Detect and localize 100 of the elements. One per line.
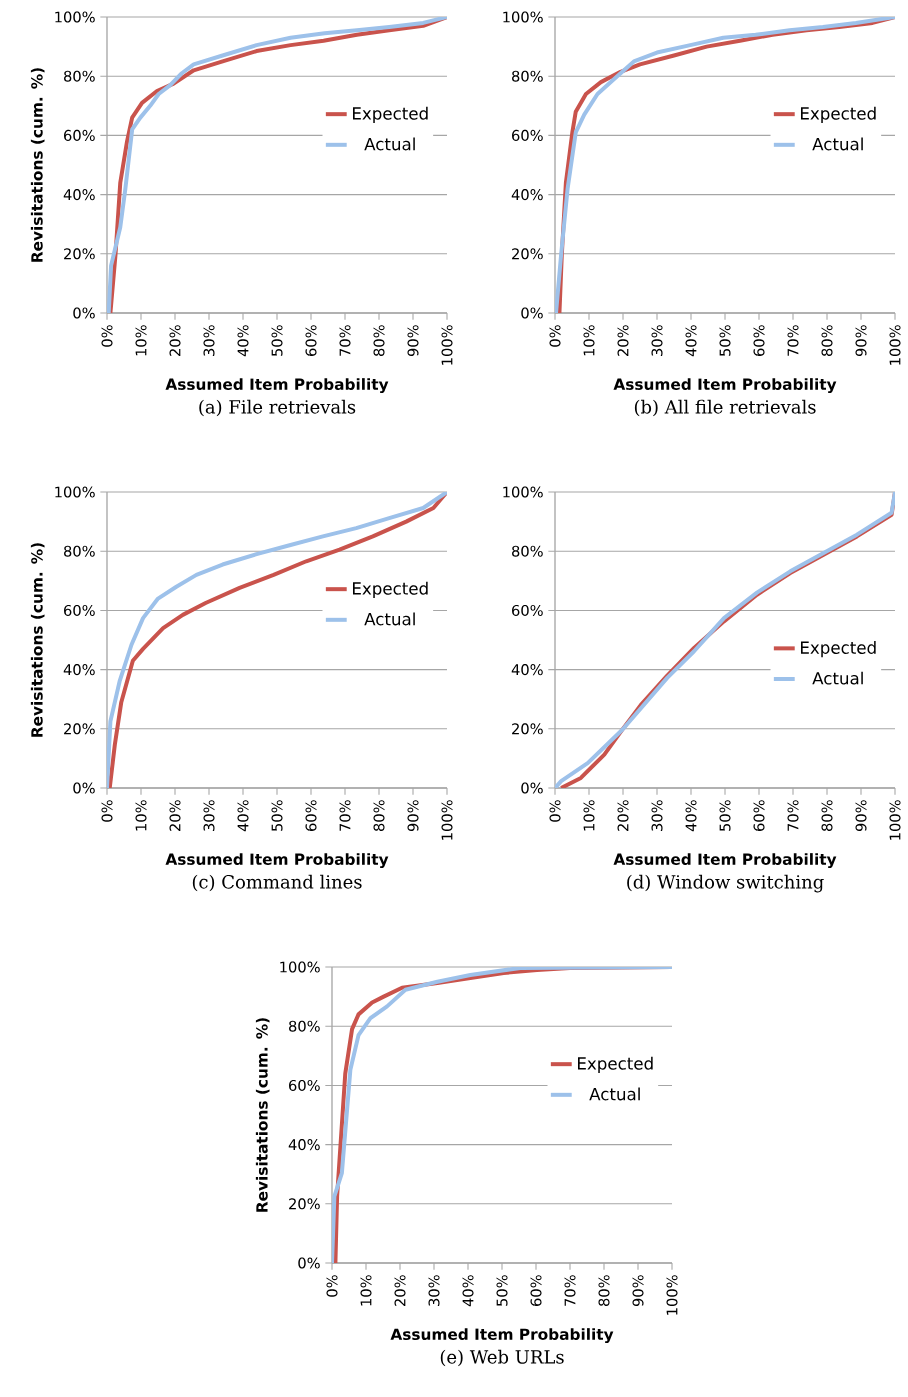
x-tick-label: 30% (428, 1275, 440, 1306)
x-tick-label: 50% (271, 325, 283, 356)
x-tick-label: 10% (583, 800, 595, 831)
x-axis-title: Assumed Item Probability (613, 378, 837, 394)
x-tick-label: 90% (632, 1275, 644, 1307)
y-tick-label: 0% (521, 307, 543, 319)
legend-label: Expected (801, 641, 876, 658)
y-tick-label: 80% (512, 70, 543, 82)
x-tick-label: 0% (549, 325, 561, 347)
y-tick-label: 100% (55, 486, 95, 498)
legend-label: Actual (364, 612, 415, 626)
legend-label: Expected (353, 106, 428, 123)
y-tick-label: 40% (63, 189, 95, 201)
x-tick-label: 30% (651, 325, 663, 356)
x-tick-label: 40% (685, 800, 697, 832)
x-tick-label: 20% (394, 1275, 406, 1306)
x-tick-label: 30% (651, 800, 663, 831)
y-tick-label: 100% (55, 11, 95, 23)
x-tick-label: 0% (549, 800, 561, 822)
text: (e) Web URLs (440, 1349, 564, 1367)
x-tick-label: 40% (685, 325, 697, 357)
x-tick-label: 80% (821, 800, 833, 831)
x-tick-label: 80% (373, 800, 385, 831)
x-tick-label: 0% (101, 800, 113, 822)
x-tick-label: 50% (496, 1275, 508, 1306)
x-tick-label: 0% (101, 325, 113, 347)
y-tick-label: 100% (280, 961, 320, 973)
x-tick-label: 40% (462, 1275, 474, 1307)
x-tick-label: 90% (407, 325, 419, 357)
y-axis-title: Revisitations (cum. %) (30, 68, 45, 262)
x-tick-label: 60% (753, 800, 765, 831)
y-tick-label: 40% (511, 189, 543, 201)
y-tick-label: 100% (503, 486, 543, 498)
x-tick-label: 80% (821, 325, 833, 356)
x-tick-label: 20% (617, 800, 629, 831)
x-tick-label: 70% (339, 800, 351, 831)
legend-label: Expected (578, 1056, 653, 1073)
x-tick-label: 30% (203, 800, 215, 831)
y-axis-title: Revisitations (cum. %) (255, 1018, 270, 1212)
y-tick-label: 80% (289, 1020, 320, 1032)
x-tick-label: 100% (889, 325, 901, 365)
y-tick-label: 60% (64, 129, 95, 141)
x-axis-title: Assumed Item Probability (165, 378, 389, 394)
x-tick-label: 20% (169, 325, 181, 356)
y-tick-label: 80% (64, 545, 95, 557)
x-tick-label: 70% (339, 325, 351, 356)
text: (d) Window switching (627, 874, 824, 893)
x-tick-label: 80% (373, 325, 385, 356)
y-tick-label: 0% (73, 782, 95, 794)
text: (b) All file retrievals (634, 399, 816, 417)
x-tick-label: 100% (441, 325, 453, 365)
y-tick-label: 0% (298, 1257, 320, 1269)
y-tick-label: 80% (512, 545, 543, 557)
y-tick-label: 20% (64, 248, 95, 260)
y-tick-label: 20% (289, 1198, 320, 1210)
y-tick-label: 60% (64, 604, 95, 616)
x-tick-label: 90% (855, 325, 867, 357)
y-tick-label: 80% (64, 70, 95, 82)
x-tick-label: 80% (598, 1275, 610, 1306)
x-axis-title: Assumed Item Probability (165, 853, 389, 869)
y-tick-label: 40% (288, 1139, 320, 1151)
x-tick-label: 20% (617, 325, 629, 356)
legend-label: Actual (589, 1087, 640, 1101)
x-tick-label: 100% (666, 1275, 678, 1315)
x-tick-label: 10% (135, 325, 147, 356)
x-axis-title: Assumed Item Probability (390, 1328, 614, 1344)
y-tick-label: 60% (512, 604, 543, 616)
x-tick-label: 50% (719, 325, 731, 356)
x-tick-label: 10% (135, 800, 147, 831)
legend-label: Actual (812, 137, 863, 151)
y-tick-label: 60% (289, 1079, 320, 1091)
x-tick-label: 40% (237, 800, 249, 832)
legend-label: Expected (353, 581, 428, 598)
legend-label: Actual (364, 137, 415, 151)
x-tick-label: 40% (237, 325, 249, 357)
y-axis-title: Revisitations (cum. %) (30, 543, 45, 737)
x-tick-label: 60% (753, 325, 765, 356)
x-tick-label: 70% (787, 800, 799, 831)
x-tick-label: 30% (203, 325, 215, 356)
y-tick-label: 0% (73, 307, 95, 319)
y-tick-label: 60% (512, 129, 543, 141)
text: (c) Command lines (192, 874, 362, 892)
x-tick-label: 90% (407, 800, 419, 832)
x-tick-label: 100% (441, 800, 453, 840)
x-tick-label: 90% (855, 800, 867, 832)
y-tick-label: 0% (521, 782, 543, 794)
y-tick-label: 20% (512, 248, 543, 260)
x-tick-label: 50% (271, 800, 283, 831)
legend-label: Expected (801, 106, 876, 123)
y-tick-label: 20% (64, 723, 95, 735)
x-tick-label: 100% (889, 800, 901, 840)
x-tick-label: 70% (787, 325, 799, 356)
x-tick-label: 50% (719, 800, 731, 831)
x-tick-label: 0% (326, 1275, 338, 1297)
y-tick-label: 40% (63, 664, 95, 676)
x-tick-label: 10% (360, 1275, 372, 1306)
y-tick-label: 20% (512, 723, 543, 735)
text: (a) File retrievals (199, 399, 356, 417)
x-tick-label: 70% (564, 1275, 576, 1306)
x-tick-label: 10% (583, 325, 595, 356)
